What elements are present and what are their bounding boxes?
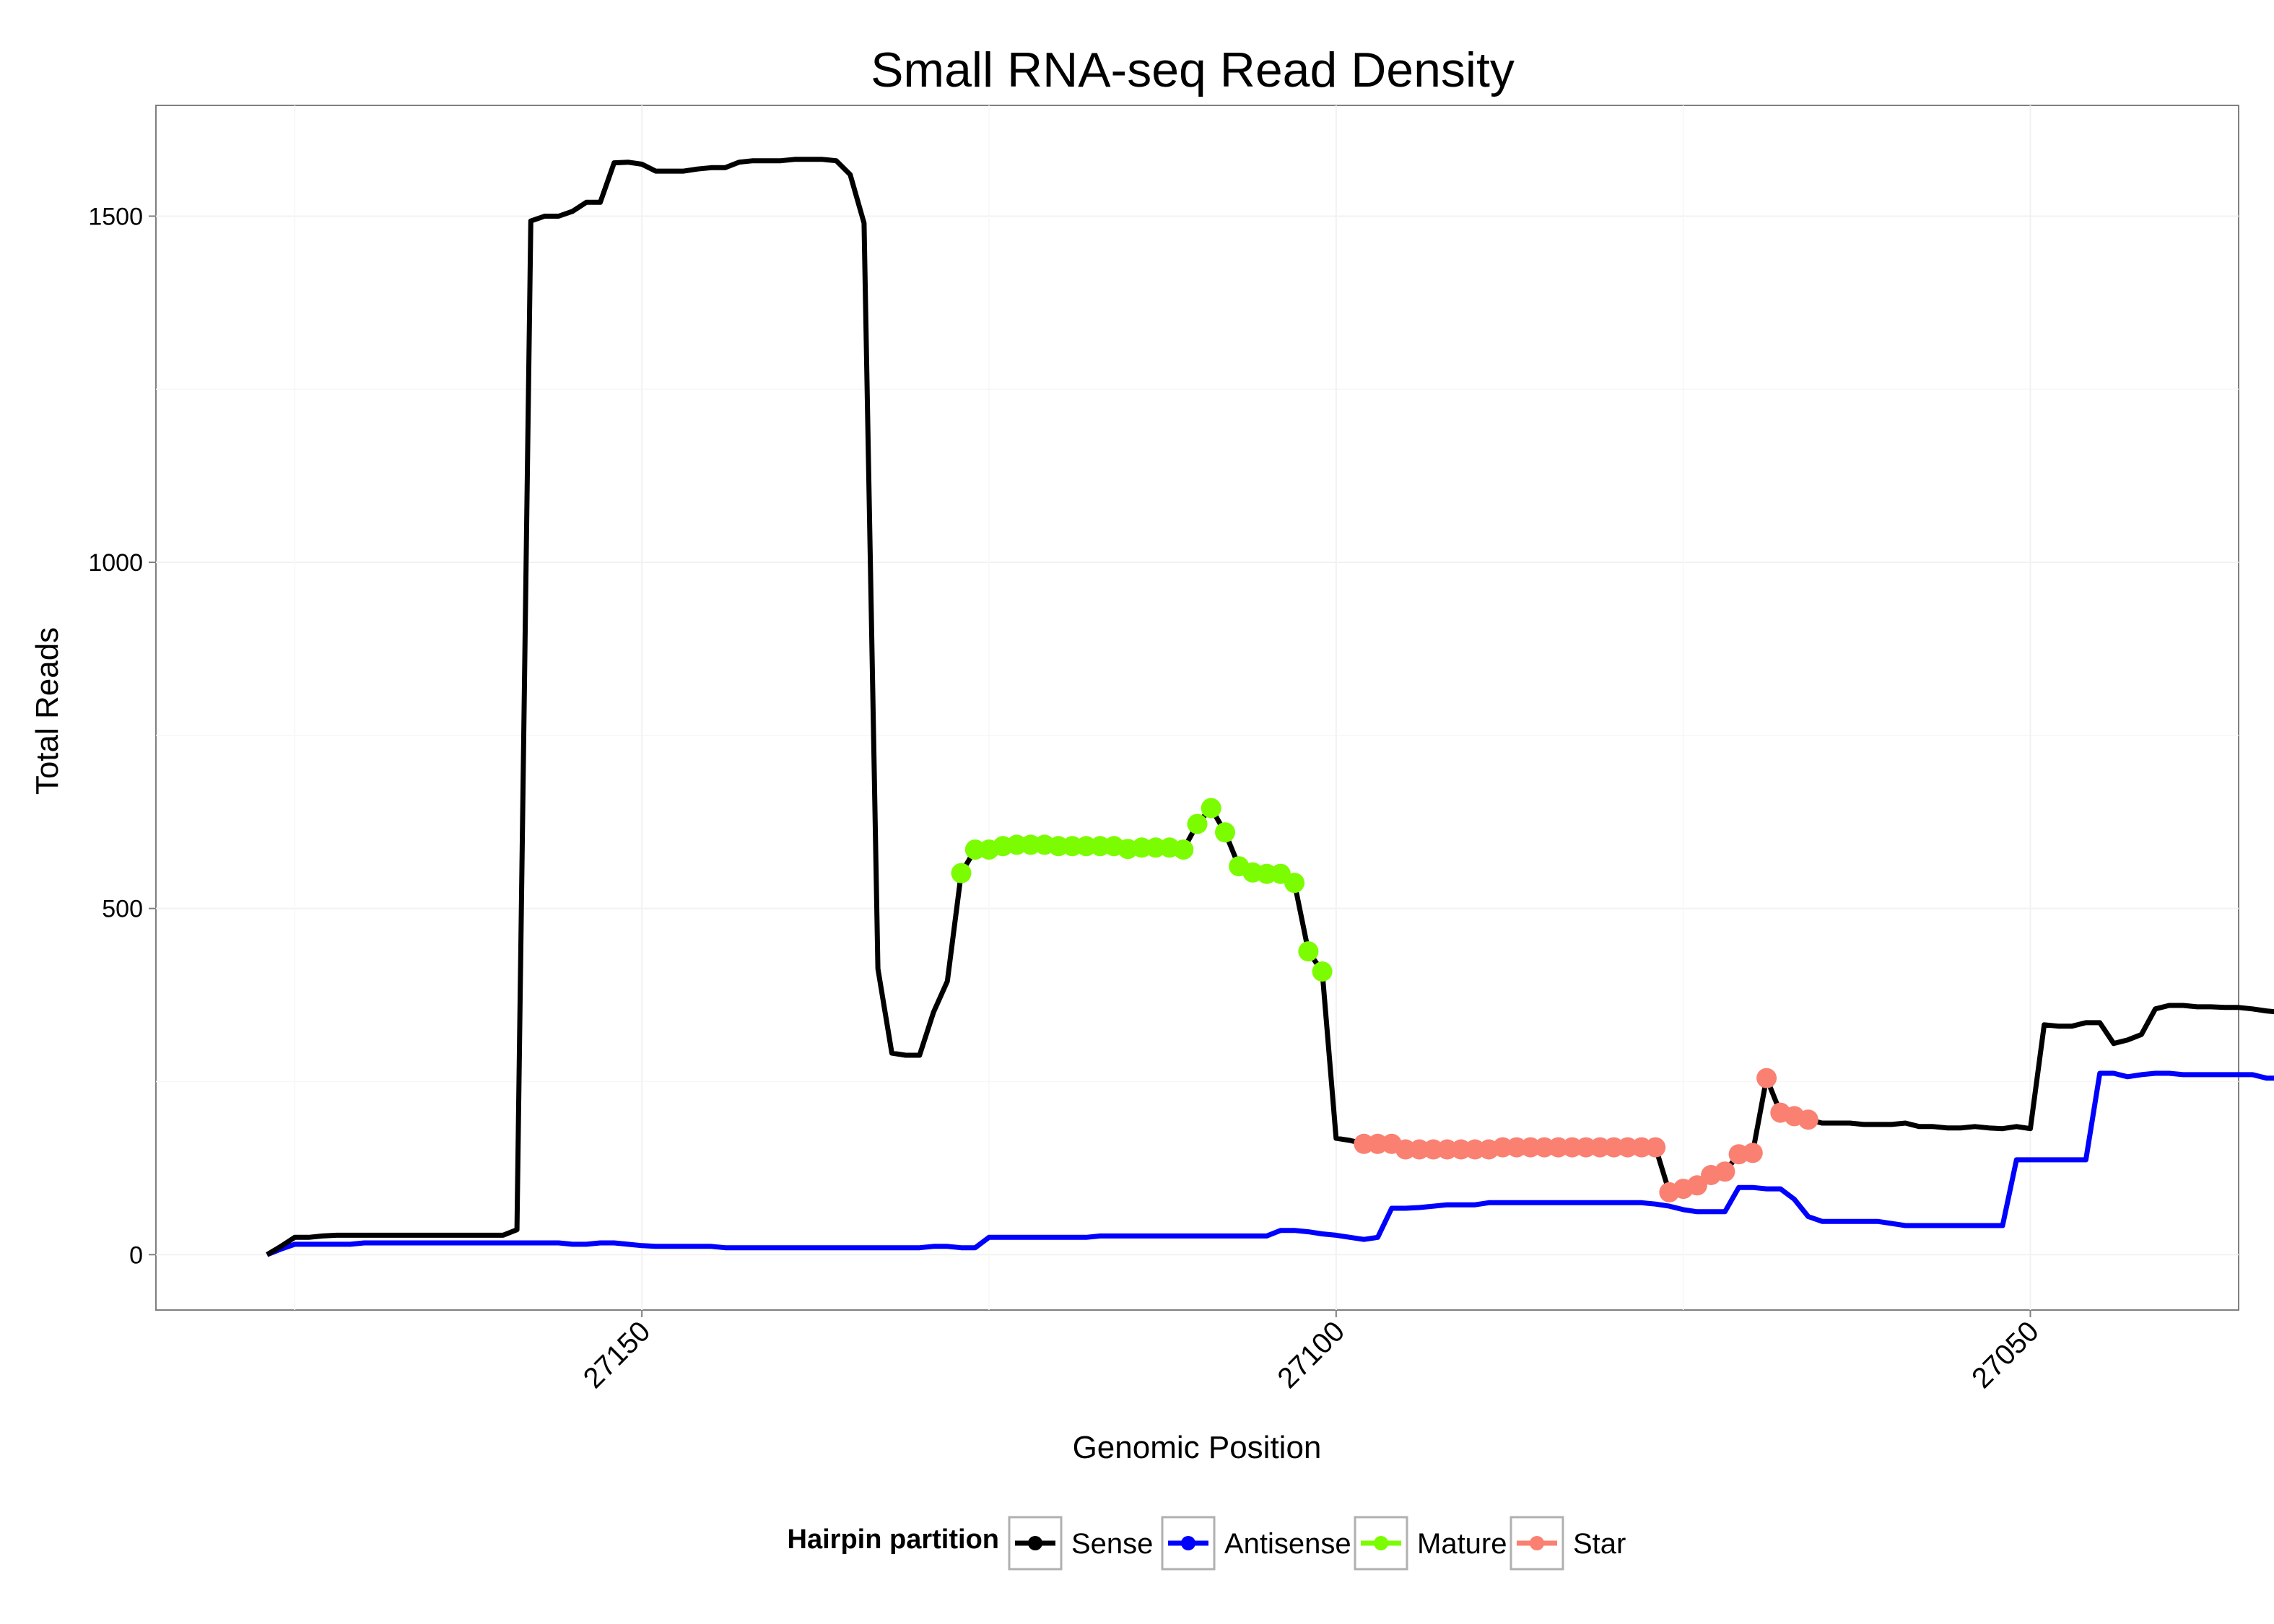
data-point-star [1645,1137,1666,1158]
data-point-star [1450,1139,1471,1160]
series-line-antisense [266,1070,2274,1257]
data-point-star [1367,1133,1388,1154]
data-point-star [1437,1139,1458,1160]
data-point-mature [1201,798,1221,818]
data-point-star [1686,1175,1707,1196]
data-point-star [1603,1137,1624,1158]
data-point-star [1632,1137,1652,1158]
y-tick-label: 1500 [88,203,143,230]
data-point-mature [1020,834,1041,855]
data-point-star [1715,1161,1735,1182]
legend-key-point [1028,1536,1042,1550]
data-point-star [1576,1137,1596,1158]
data-point-star [1590,1137,1611,1158]
x-tick-label: 27100 [1271,1315,1351,1394]
data-point-mature [1145,837,1166,858]
data-point-star [1798,1109,1818,1130]
x-axis: 27150 27100 27050 [578,1310,2045,1394]
chart-title: Small RNA-seq Read Density [871,43,1515,97]
data-point-mature [1298,941,1319,962]
data-point-mature [951,863,972,883]
legend-key-point [1181,1536,1195,1550]
y-tick-label: 0 [129,1241,143,1269]
y-tick-label: 1000 [88,549,143,577]
y-tick-label: 500 [102,896,143,923]
legend-label-mature: Mature [1417,1528,1507,1560]
data-point-mature [1284,873,1305,894]
y-axis: 0 500 1000 1500 [88,203,156,1269]
data-point-mature [1076,836,1097,857]
y-axis-label: Total Reads [30,627,65,795]
x-axis-label: Genomic Position [1073,1430,1322,1465]
plot-panel [155,105,2239,1311]
data-series [266,157,2274,1257]
data-point-mature [1089,836,1110,857]
legend-key-point [1530,1536,1544,1550]
data-point-star [1742,1143,1763,1164]
data-point-star [1409,1139,1430,1160]
legend-label-antisense: Antisense [1224,1528,1351,1560]
data-point-star [1465,1139,1486,1160]
data-point-star [1548,1137,1569,1158]
grid-lines [156,105,2239,1310]
data-point-star [1520,1137,1541,1158]
data-point-mature [1187,813,1208,834]
data-point-star [1506,1137,1527,1158]
data-point-mature [1256,863,1277,884]
legend-key-point [1374,1536,1388,1550]
data-point-mature [1131,837,1152,858]
x-tick-label: 27050 [1966,1315,2045,1394]
legend-label-sense: Sense [1071,1528,1153,1560]
data-point-star [1395,1139,1416,1160]
data-point-star [1617,1137,1638,1158]
data-point-mature [1215,822,1235,843]
data-point-star [1561,1137,1582,1158]
data-point-star [1534,1137,1555,1158]
data-point-mature [964,839,985,860]
data-point-star [1354,1133,1375,1154]
data-point-mature [1048,836,1069,857]
legend-title: Hairpin partition [788,1524,999,1555]
data-point-mature [1173,839,1194,860]
data-point-star [1423,1139,1444,1160]
data-point-mature [1312,961,1333,982]
data-point-star [1756,1068,1777,1088]
data-point-mature [1006,834,1027,855]
x-tick-label: 27150 [578,1315,657,1394]
legend: Hairpin partition Sense Antisense Mature St… [788,1516,1626,1571]
legend-label-star: Star [1573,1528,1626,1560]
data-point-star [1492,1137,1513,1158]
data-point-mature [1062,836,1083,857]
